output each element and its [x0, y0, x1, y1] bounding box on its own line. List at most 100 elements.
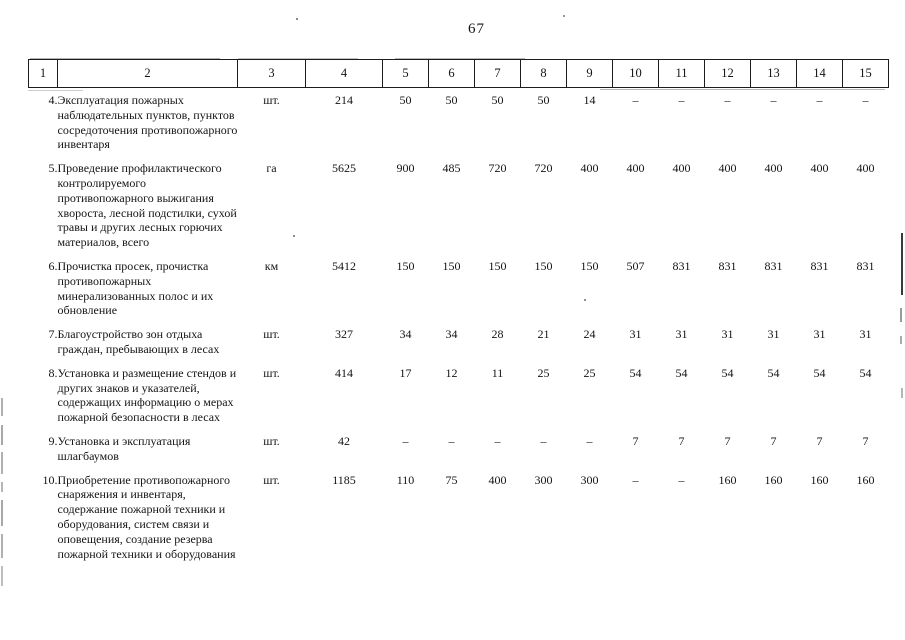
scan-artifact — [395, 57, 525, 59]
row-number-cell: 6. — [48, 258, 58, 273]
value-cell: 507 — [626, 258, 645, 273]
unit-cell: шт. — [263, 93, 280, 107]
value-cell: 21 — [537, 327, 550, 342]
value-cell: – — [816, 93, 823, 107]
column-header: 14 — [796, 59, 843, 88]
value-cell: 31 — [859, 327, 872, 342]
value-cell: 7 — [678, 433, 685, 448]
value-cell: 400 — [626, 161, 645, 176]
value-cell: 400 — [580, 161, 599, 176]
unit-cell: шт. — [263, 365, 280, 380]
page-number: 67 — [468, 21, 485, 37]
value-cell: – — [678, 472, 685, 487]
value-cell: 720 — [488, 161, 507, 176]
value-cell: 31 — [721, 327, 734, 342]
value-cell: – — [540, 433, 547, 448]
value-cell: 327 — [335, 327, 353, 342]
value-cell: – — [678, 93, 685, 107]
value-cell: 831 — [810, 258, 829, 273]
scan-artifact — [28, 90, 83, 91]
table-row: 4. Эксплуатация пожарных наблюдательных п… — [29, 88, 889, 162]
measure-name-cell: Проведение профилактического контролируе… — [57, 161, 237, 250]
table-row: 9. Установка и эксплуатация шлагбаумов шт.… — [29, 434, 889, 473]
scan-artifact — [900, 336, 902, 344]
value-cell: 7 — [724, 433, 731, 448]
value-cell: 24 — [583, 327, 596, 342]
value-cell: – — [724, 93, 731, 107]
scan-artifact — [1, 398, 3, 416]
unit-cell: км — [264, 258, 279, 273]
value-cell: 485 — [442, 161, 461, 176]
column-header: 10 — [612, 59, 659, 88]
unit-cell: га — [266, 161, 277, 176]
value-cell: 14 — [583, 93, 596, 107]
value-cell: 831 — [856, 258, 875, 273]
row-number-cell: 10. — [42, 472, 58, 487]
value-cell: 54 — [767, 365, 780, 380]
value-cell: 11 — [491, 365, 504, 380]
value-cell: 1185 — [332, 472, 356, 487]
value-cell: 17 — [399, 365, 412, 380]
value-cell: 75 — [445, 472, 458, 487]
unit-cell: шт. — [263, 327, 280, 342]
table-row: 7. Благоустройство зон отдыха граждан, пр… — [29, 327, 889, 366]
value-cell: 414 — [335, 365, 353, 380]
value-cell: 300 — [534, 472, 553, 487]
value-cell: – — [402, 433, 409, 448]
column-header: 12 — [704, 59, 751, 88]
value-cell: 400 — [810, 161, 829, 176]
value-cell: 31 — [675, 327, 688, 342]
scan-artifact — [1, 566, 3, 586]
table-row: 10. Приобретение противопожарного снаряже… — [29, 473, 889, 571]
row-number-cell: 4. — [48, 93, 58, 107]
value-cell: 150 — [442, 258, 461, 273]
measure-name-cell: Установка и эксплуатация шлагбаумов — [57, 433, 191, 463]
value-cell: 34 — [445, 327, 458, 342]
scan-artifact — [901, 388, 903, 398]
column-header: 8 — [520, 59, 567, 88]
measures-table: 1 2 3 4 5 6 7 8 9 10 11 12 13 14 15 4. Эксплуатация пож… — [28, 59, 889, 570]
scan-artifact — [1, 534, 3, 558]
value-cell: 400 — [672, 161, 691, 176]
column-header: 7 — [474, 59, 521, 88]
value-cell: 54 — [859, 365, 872, 380]
value-cell: 300 — [580, 472, 599, 487]
row-number-cell: 9. — [48, 433, 58, 448]
column-header: 9 — [566, 59, 613, 88]
value-cell: 31 — [813, 327, 826, 342]
measure-name-cell: Приобретение противопожарного снаряжения… — [57, 472, 236, 561]
row-number-cell: 5. — [48, 161, 58, 176]
value-cell: 160 — [810, 472, 829, 487]
column-header: 5 — [382, 59, 429, 88]
scan-artifact — [1, 482, 3, 492]
scan-artifact — [900, 308, 902, 322]
value-cell: 54 — [813, 365, 826, 380]
value-cell: 160 — [856, 472, 875, 487]
value-cell: 31 — [629, 327, 642, 342]
value-cell: 150 — [534, 258, 553, 273]
value-cell: 7 — [816, 433, 823, 448]
value-cell: 150 — [488, 258, 507, 273]
value-cell: – — [632, 472, 639, 487]
value-cell: – — [448, 433, 455, 448]
scan-artifact — [296, 18, 298, 20]
scan-artifact — [238, 58, 358, 59]
value-cell: 50 — [491, 93, 504, 107]
value-cell: 214 — [335, 93, 353, 107]
value-cell: – — [862, 93, 869, 107]
value-cell: 54 — [721, 365, 734, 380]
value-cell: 110 — [396, 472, 415, 487]
value-cell: 400 — [856, 161, 875, 176]
value-cell: 28 — [491, 327, 504, 342]
value-cell: 160 — [718, 472, 737, 487]
value-cell: – — [586, 433, 593, 448]
value-cell: 400 — [488, 472, 507, 487]
scan-artifact — [600, 88, 885, 90]
column-header: 11 — [658, 59, 705, 88]
value-cell: 150 — [580, 258, 599, 273]
value-cell: 31 — [767, 327, 780, 342]
value-cell: 160 — [764, 472, 783, 487]
measure-name-cell: Прочистка просек, прочистка противопожар… — [57, 258, 214, 318]
measure-name-cell: Эксплуатация пожарных наблюдательных пун… — [57, 93, 238, 152]
